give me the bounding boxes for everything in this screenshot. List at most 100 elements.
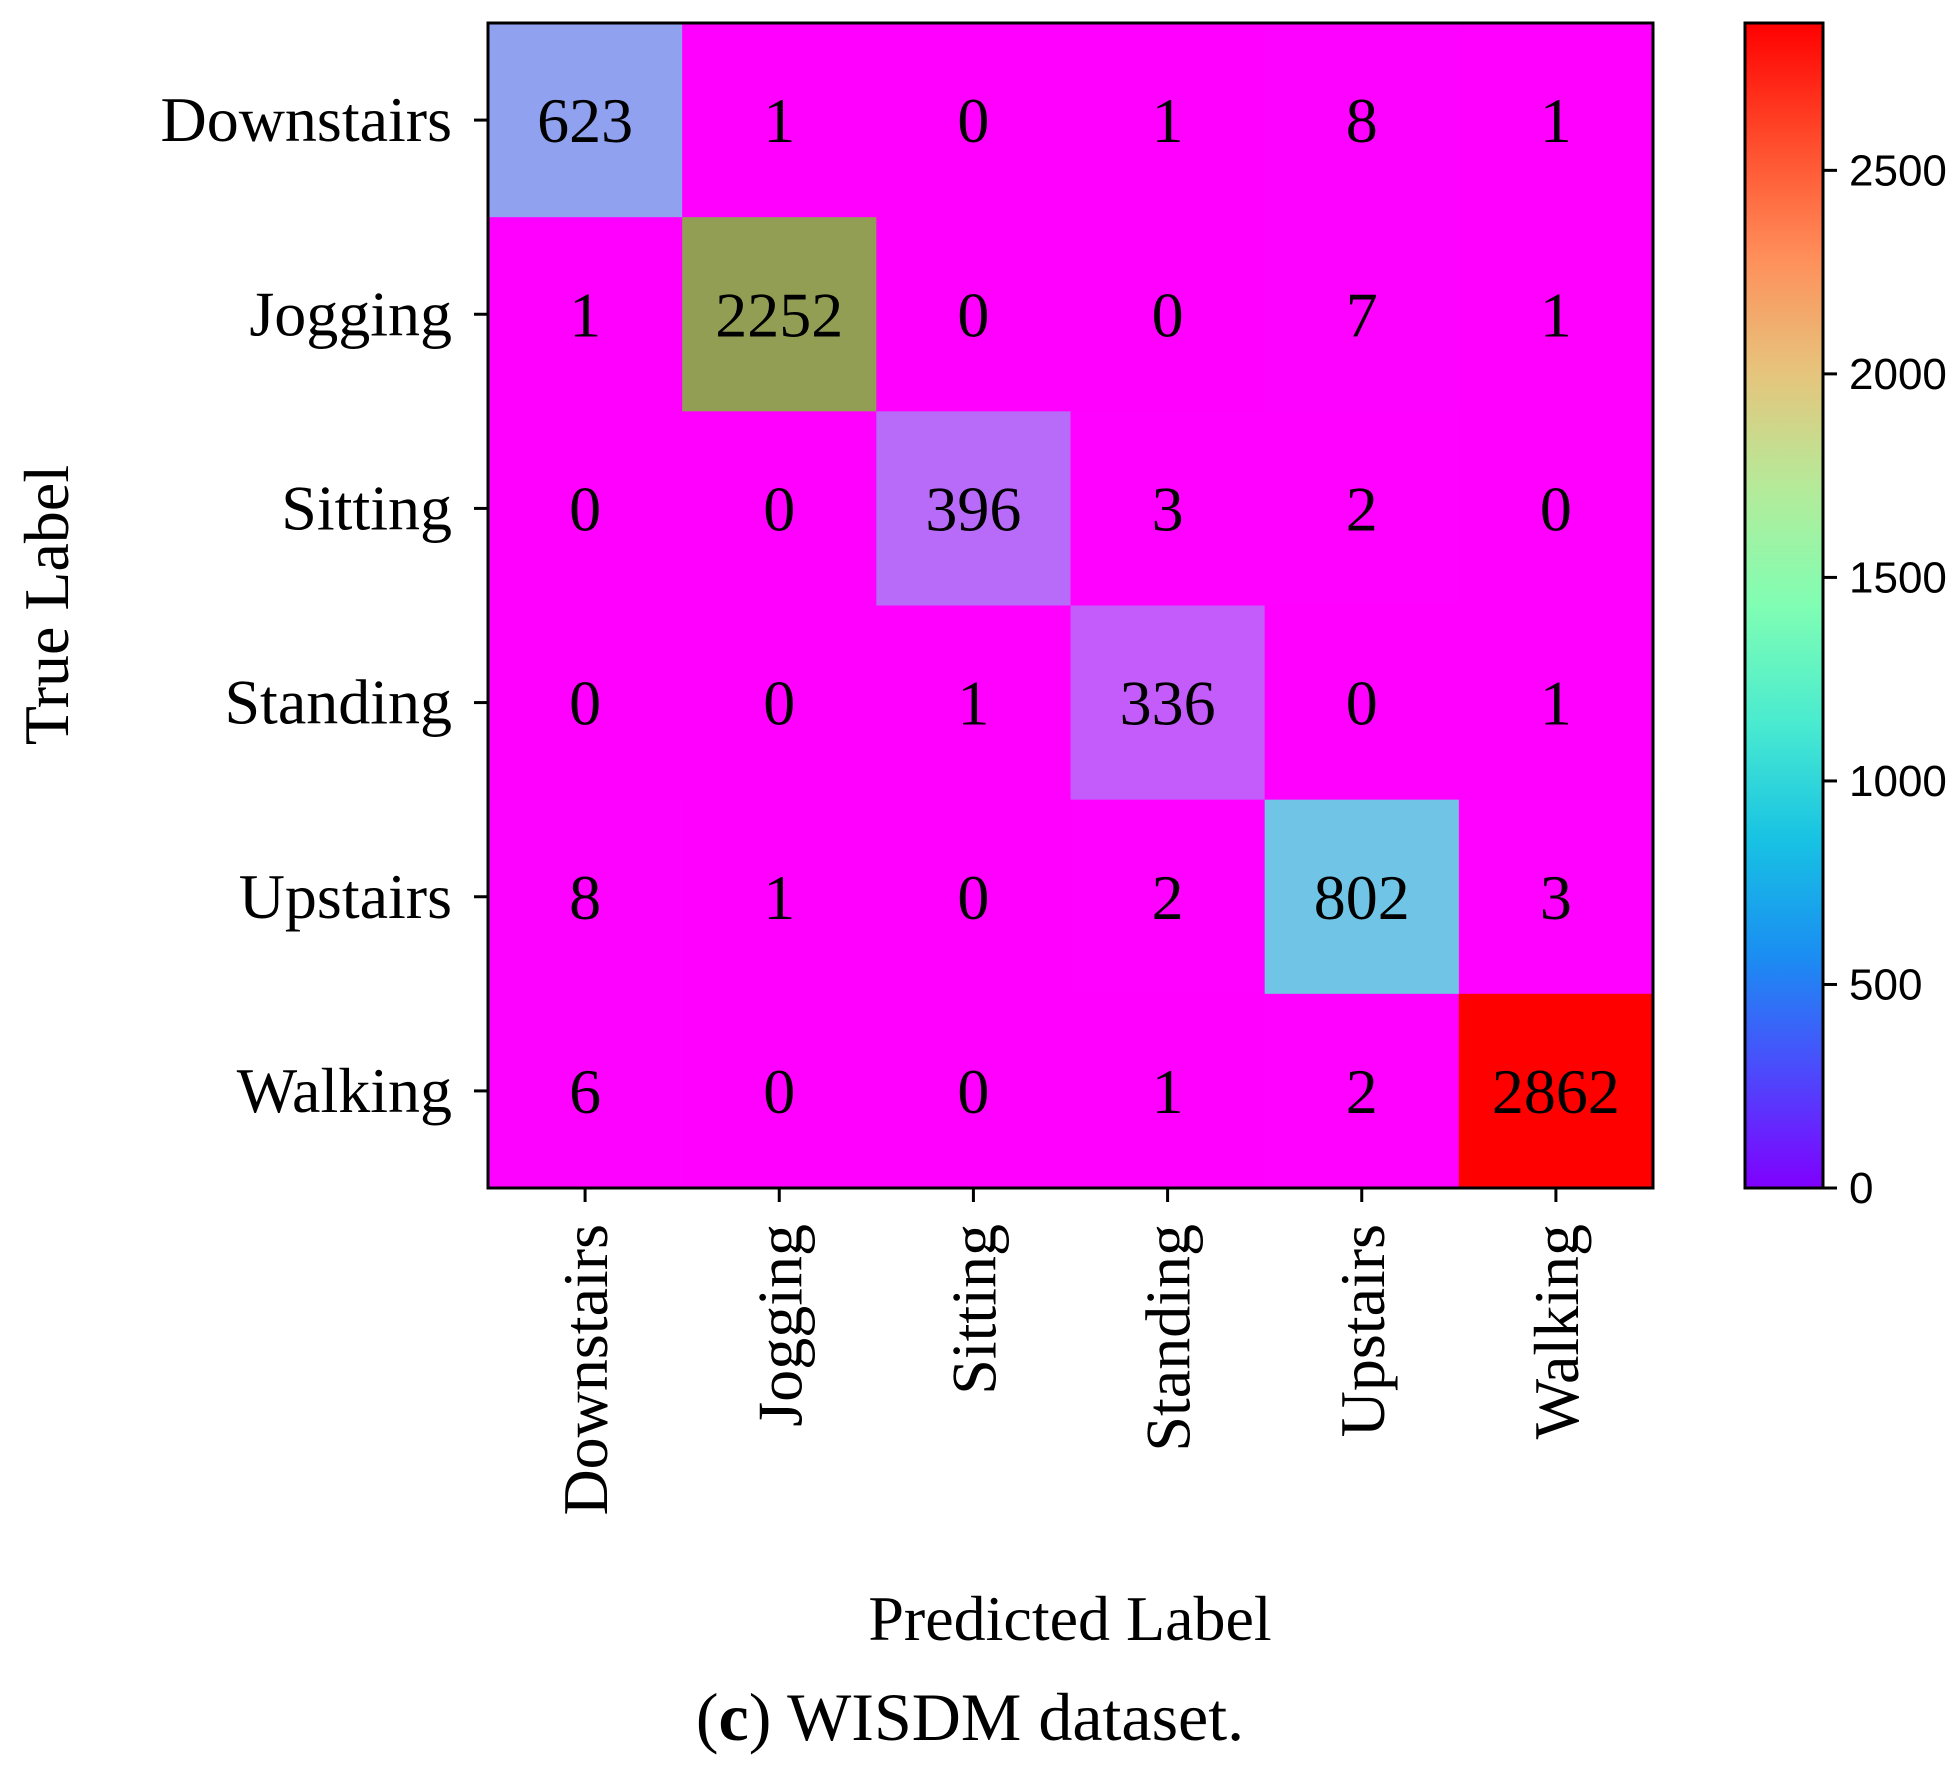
cell-value-label: 8 [569, 862, 601, 933]
heatmap-cell [488, 993, 683, 1189]
cell-value-label: 0 [957, 279, 989, 350]
heatmap-cell [1264, 993, 1460, 1189]
cell-value-label: 1 [1152, 85, 1184, 156]
heatmap-cell [1070, 411, 1266, 607]
heatmap-cell [876, 23, 1072, 218]
heatmap-cells [488, 23, 1654, 1189]
cell-value-label: 802 [1314, 862, 1410, 933]
cell-value-label: 2 [1152, 862, 1184, 933]
heatmap-cell [1070, 605, 1266, 801]
cell-value-label: 1 [763, 85, 795, 156]
heatmap-cell [1070, 993, 1266, 1189]
heatmap-cell [488, 411, 683, 607]
colorbar-tick-label: 2500 [1849, 146, 1947, 195]
cell-value-label: 623 [537, 85, 633, 156]
cell-value-label: 1 [763, 862, 795, 933]
heatmap-cell [1264, 23, 1460, 218]
cell-value-label: 3 [1540, 862, 1572, 933]
cell-value-label: 0 [957, 862, 989, 933]
y-tick-label: Sitting [281, 472, 452, 543]
heatmap-cell [1070, 799, 1266, 995]
heatmap-cell [1264, 217, 1460, 412]
heatmap-cell [1458, 799, 1654, 995]
heatmap-cell [876, 217, 1072, 412]
cell-value-label: 2 [1346, 1056, 1378, 1127]
heatmap-cell [876, 605, 1072, 801]
cell-value-label: 0 [569, 473, 601, 544]
heatmap-cell [876, 411, 1072, 607]
x-axis: Downstairs Jogging Sitting Standing Upstairs… [550, 1188, 1592, 1516]
y-axis: Downstairs Jogging Sitting Standing Upstairs… [160, 84, 488, 1126]
cell-value-label: 0 [763, 1056, 795, 1127]
cell-value-label: 0 [1540, 473, 1572, 544]
cell-value-label: 7 [1346, 279, 1378, 350]
x-tick-label: Downstairs [550, 1224, 621, 1516]
heatmap-cell [1458, 23, 1654, 218]
heatmap-cell [682, 993, 877, 1189]
cell-value-label: 6 [569, 1056, 601, 1127]
cell-value-label: 1 [1540, 668, 1572, 739]
figure-caption: (c) WISDM dataset. [696, 1679, 1244, 1755]
heatmap-cell [488, 799, 683, 995]
cell-value-label: 0 [763, 473, 795, 544]
cell-value-label: 3 [1152, 473, 1184, 544]
heatmap-cell [1458, 411, 1654, 607]
colorbar [1743, 21, 1825, 1190]
cell-value-label: 336 [1120, 668, 1216, 739]
heatmap-cell [682, 411, 877, 607]
cell-value-label: 2 [1346, 473, 1378, 544]
heatmap-cell [1458, 217, 1654, 412]
caption-label: c [719, 1679, 749, 1755]
heatmap-cell [682, 217, 877, 412]
heatmap-cell [488, 217, 683, 412]
cell-value-label: 0 [1346, 668, 1378, 739]
cell-value-label: 0 [957, 1056, 989, 1127]
x-tick-label: Upstairs [1327, 1224, 1398, 1437]
heatmap-cell [1070, 217, 1266, 412]
heatmap-cell [1264, 799, 1460, 995]
heatmap-cell [488, 605, 683, 801]
x-tick-label: Standing [1133, 1224, 1204, 1452]
y-tick-label: Walking [237, 1055, 452, 1126]
heatmap-cell [682, 23, 877, 218]
y-axis-title: True Label [11, 465, 82, 745]
heatmap-cell [1264, 605, 1460, 801]
heatmap-cell [1070, 23, 1266, 218]
x-tick-label: Sitting [938, 1224, 1009, 1395]
x-tick-label: Jogging [744, 1224, 815, 1427]
colorbar-tick-label: 1500 [1849, 553, 1947, 602]
cell-value-label: 1 [1540, 85, 1572, 156]
cell-value-label: 0 [1152, 279, 1184, 350]
heatmap-cell [1458, 605, 1654, 801]
cell-value-label: 0 [763, 668, 795, 739]
x-tick-label: Walking [1521, 1224, 1592, 1439]
cell-value-label: 1 [1540, 279, 1572, 350]
heatmap-cell [682, 605, 877, 801]
colorbar-tick-label: 500 [1849, 960, 1922, 1009]
cell-value-label: 2862 [1492, 1056, 1620, 1127]
heatmap-cell [876, 799, 1072, 995]
colorbar-ticks: 0 500 1000 1500 2000 2500 [1823, 146, 1947, 1213]
colorbar-tick-label: 2000 [1849, 350, 1947, 399]
cell-value-labels: 623 1 0 1 8 11 2252 0 0 7 10 0 396 3 2 00 0 1 336 0 18 1 0 2 802… [537, 85, 1620, 1127]
heatmap-cell [682, 799, 877, 995]
colorbar-tick-label: 0 [1849, 1164, 1873, 1213]
cell-value-label: 0 [957, 85, 989, 156]
plot-frame [486, 21, 1655, 1190]
cell-value-label: 1 [957, 668, 989, 739]
heatmap-cell [488, 23, 683, 218]
heatmap-cell [876, 993, 1072, 1189]
cell-value-label: 8 [1346, 85, 1378, 156]
cell-value-label: 1 [569, 279, 601, 350]
cell-value-label: 396 [925, 473, 1021, 544]
cell-value-label: 1 [1152, 1056, 1184, 1127]
y-tick-label: Jogging [249, 278, 452, 349]
cell-value-label: 2252 [715, 279, 843, 350]
y-tick-label: Downstairs [160, 84, 452, 155]
cell-value-label: 0 [569, 668, 601, 739]
colorbar-tick-label: 1000 [1849, 757, 1947, 806]
heatmap-cell [1264, 411, 1460, 607]
heatmap-cell [1458, 993, 1654, 1189]
x-axis-title: Predicted Label [868, 1583, 1271, 1654]
